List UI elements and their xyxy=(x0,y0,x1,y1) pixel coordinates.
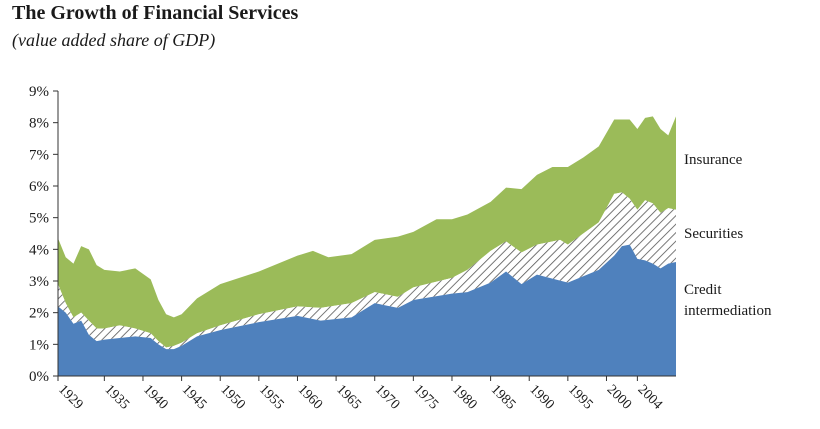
legend-credit-line1: Credit xyxy=(684,282,722,298)
chart-subtitle: (value added share of GDP) xyxy=(12,30,216,50)
y-tick-label: 9% xyxy=(29,84,49,100)
x-tick-label: 1970 xyxy=(372,382,402,412)
legend-insurance: Insurance xyxy=(684,152,743,168)
x-tick-label: 1960 xyxy=(295,382,325,412)
credit-intermediation-area xyxy=(58,244,676,376)
x-tick-label: 1985 xyxy=(488,382,518,412)
x-tick-label: 1955 xyxy=(256,382,286,412)
y-tick-label: 7% xyxy=(29,147,49,163)
y-tick-label: 0% xyxy=(29,369,49,385)
x-tick-label: 1995 xyxy=(565,382,595,412)
securities-area xyxy=(58,192,676,350)
x-tick-label: 1975 xyxy=(411,382,441,412)
y-tick-label: 8% xyxy=(29,116,49,132)
legend-group: Insurance Securities Credit intermediation xyxy=(684,152,772,319)
x-tick-label: 1965 xyxy=(333,382,363,412)
x-tick-label: 1929 xyxy=(55,382,85,412)
y-tick-label: 3% xyxy=(29,274,49,290)
x-tick-label: 1935 xyxy=(102,382,132,412)
y-tick-label: 2% xyxy=(29,306,49,322)
x-tick-label: 1945 xyxy=(179,382,209,412)
chart-title: The Growth of Financial Services xyxy=(12,2,299,24)
y-tick-label: 5% xyxy=(29,211,49,227)
x-tick-label: 1990 xyxy=(526,382,556,412)
insurance-area xyxy=(58,116,676,348)
legend-securities: Securities xyxy=(684,226,743,242)
y-tick-label: 1% xyxy=(29,337,49,353)
plot-group xyxy=(58,116,676,376)
y-tick-label: 4% xyxy=(29,242,49,258)
legend-credit-line2: intermediation xyxy=(684,303,772,319)
x-tick-label: 2004 xyxy=(635,382,665,412)
x-tick-label: 2000 xyxy=(604,382,634,412)
x-tick-label: 1980 xyxy=(449,382,479,412)
y-tick-label: 6% xyxy=(29,179,49,195)
x-tick-label: 1950 xyxy=(217,382,247,412)
x-tick-label: 1940 xyxy=(140,382,170,412)
